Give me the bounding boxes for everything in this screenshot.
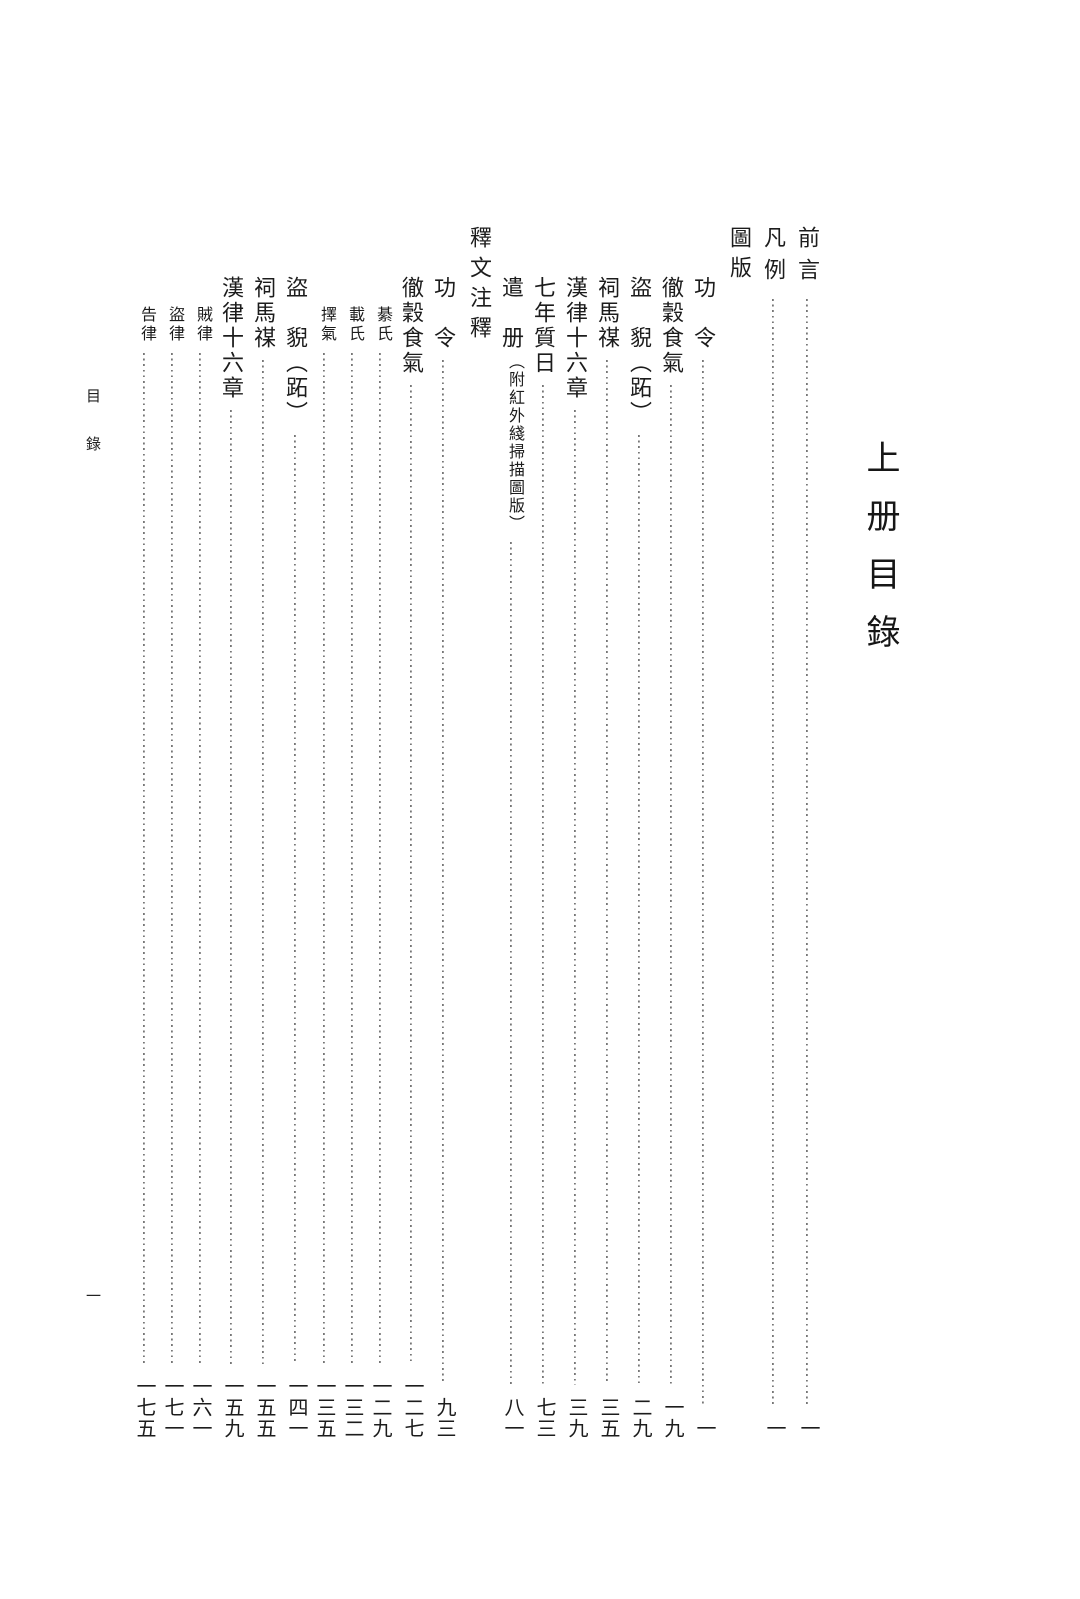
entry-label: 綦氏 [374,306,391,344]
toc-column: 祠馬禖 三五 [595,226,620,1439]
entry-label: 擇氣 [318,306,335,344]
page-number: 一六一 [189,1376,211,1439]
volume-title-column: 上册目錄 [861,226,898,1439]
gutter-running-title: 目錄 [84,388,100,484]
page-number: 七三 [533,1397,555,1439]
page-number: 一三二 [341,1376,363,1439]
gutter-folio-number: 一 [84,1288,100,1303]
dotted-leader [532,385,554,1385]
page-number: 一七一 [161,1376,183,1439]
entry-label: 盜 貎（跖） [627,276,652,426]
toc-column: 釋文注釋 [467,226,492,1439]
page-number: 三五 [597,1397,619,1439]
toc-column: 賊律 一六一 [189,226,211,1439]
page-number: 三九 [565,1397,587,1439]
page-number: 二九 [629,1397,651,1439]
dotted-leader [370,353,390,1364]
entry-label: 凡例 [761,226,786,290]
entry-label: 徹穀食氣 [399,276,424,376]
toc-column: 盜 貎（跖） 二九 [627,226,652,1439]
page-number: 一二七 [401,1376,423,1439]
dotted-leader [628,435,650,1385]
entry-label: 功 令 [691,276,716,351]
dotted-leader [692,360,714,1406]
dotted-leader [660,385,682,1385]
page-number: 一五九 [221,1376,243,1439]
entry-label: 七年質日 [531,276,556,376]
entry-label: 遣 册 [499,276,524,351]
page-number: 一二九 [369,1376,391,1439]
table-of-contents: 上册目錄 前言 一 凡例 一 圖版 功 令 一 徹穀食氣 一九 盜 貎（跖） 二… [116,226,898,1439]
toc-column: 徹穀食氣 一九 [659,226,684,1439]
dotted-leader [500,542,522,1385]
volume-title: 上册目錄 [861,440,898,672]
page-number: 一七五 [133,1376,155,1439]
entry-label: 盜律 [166,306,183,344]
toc-column: 遣 册 （附紅外綫掃描圖版） 八一 [499,226,524,1439]
dotted-leader [796,299,818,1406]
page-number: 一五五 [253,1376,275,1439]
page-number: 一四一 [285,1376,307,1439]
page-number: 一 [797,1418,819,1439]
entry-label: 賊律 [194,306,211,344]
toc-column: 綦氏 一二九 [369,226,391,1439]
dotted-leader [596,360,618,1385]
dotted-leader [284,435,306,1364]
page-number: 一九 [661,1397,683,1439]
dotted-leader [314,353,334,1364]
dotted-leader [252,360,274,1364]
toc-column: 擇氣 一三五 [313,226,335,1439]
entry-label: 告律 [138,306,155,344]
page-number: 一 [763,1418,785,1439]
toc-column: 祠馬禖 一五五 [251,226,276,1439]
dotted-leader [190,353,210,1364]
toc-column: 徹穀食氣 一二七 [399,226,424,1439]
toc-column: 漢律十六章 三九 [563,226,588,1439]
toc-column: 圖版 [727,226,752,1439]
toc-column: 載氏 一三二 [341,226,363,1439]
toc-column: 漢律十六章 一五九 [219,226,244,1439]
page-number: 九三 [433,1397,455,1439]
entry-label: 祠馬禖 [251,276,276,351]
dotted-leader [432,360,454,1385]
dotted-leader [162,353,182,1364]
toc-column: 告律 一七五 [133,226,155,1439]
entry-label: 圖版 [727,226,752,286]
dotted-leader [762,299,784,1406]
entry-label: 載氏 [346,306,363,344]
toc-column: 功 令 一 [691,226,716,1439]
dotted-leader [564,410,586,1385]
page-number: 八一 [501,1397,523,1439]
entry-label: 祠馬禖 [595,276,620,351]
entry-label: 前言 [795,226,820,290]
entry-paren-note: （附紅外綫掃描圖版） [506,353,523,533]
entry-label: 釋文注釋 [467,226,492,346]
toc-column: 盜 貎（跖） 一四一 [283,226,308,1439]
toc-column: 七年質日 七三 [531,226,556,1439]
dotted-leader [342,353,362,1364]
toc-column: 功 令 九三 [431,226,456,1439]
entry-label: 漢律十六章 [563,276,588,401]
toc-column: 凡例 一 [761,226,786,1439]
page-number: 一三五 [313,1376,335,1439]
entry-label: 功 令 [431,276,456,351]
entry-label: 漢律十六章 [219,276,244,401]
entry-label: 徹穀食氣 [659,276,684,376]
dotted-leader [134,353,154,1364]
toc-column: 盜律 一七一 [161,226,183,1439]
toc-column: 前言 一 [795,226,820,1439]
page-number: 一 [693,1418,715,1439]
entry-label: 盜 貎（跖） [283,276,308,426]
dotted-leader [220,410,242,1364]
dotted-leader [400,385,422,1364]
